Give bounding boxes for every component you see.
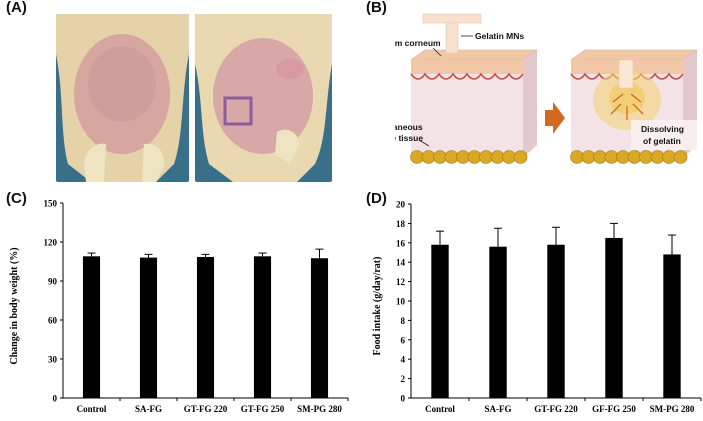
adipose-cell (513, 150, 528, 164)
x-tick-label: SM-PG 280 (650, 404, 695, 414)
y-tick-label: 150 (44, 199, 58, 209)
y-tick-label: 20 (396, 200, 406, 210)
adipose-cell (570, 150, 584, 164)
y-tick-label: 0 (401, 394, 406, 404)
adipose-cell (433, 150, 447, 164)
bar (663, 254, 681, 398)
adipose-cell (456, 150, 470, 164)
bar (82, 256, 101, 398)
adipose-cell (604, 150, 619, 164)
bar (196, 256, 215, 398)
rat-photo-after (195, 14, 332, 182)
y-tick-label: 18 (396, 219, 406, 229)
y-tick-label: 6 (401, 335, 406, 345)
y-tick-label: 10 (396, 297, 406, 307)
adipose-cell (673, 150, 688, 164)
y-axis-label: Change in body weight (%) (9, 247, 20, 364)
x-tick-label: GT-FG 220 (534, 404, 578, 414)
adipose-layer-left (410, 150, 528, 164)
label-stratum-corneum: Strantum corneum (395, 38, 441, 48)
y-tick-label: 30 (48, 355, 58, 365)
label-adipose-2: adipose tissue (395, 133, 423, 143)
dissolving-arrows (610, 93, 644, 120)
y-tick-label: 16 (396, 238, 406, 248)
transition-arrow (545, 102, 565, 134)
adipose-cell (444, 150, 459, 164)
x-tick-label: GT-FG 250 (241, 404, 285, 414)
body-weight-chart: Change in body weight (%) 0306090120150 … (9, 199, 349, 414)
label-adipose-1: Subcutaneous (395, 122, 423, 132)
label-gelatin-mns: Gelatin MNs (475, 31, 524, 41)
adipose-layer-right (570, 150, 688, 164)
microneedle-left (422, 13, 482, 24)
adipose-cell (593, 150, 607, 164)
panel-label-d: (D) (366, 190, 387, 207)
adipose-cell (616, 150, 630, 164)
x-tick-label: SA-FG (485, 404, 512, 414)
y-tick-label: 14 (396, 258, 406, 268)
y-axis-label: Food intake (g/day/rat) (372, 257, 383, 356)
adipose-cell (467, 150, 482, 164)
adipose-cell (421, 150, 436, 164)
y-tick-label: 60 (48, 316, 58, 326)
label-dissolving-2: of gelatin (643, 136, 681, 146)
adipose-cell (662, 150, 676, 164)
x-tick-label: Control (425, 404, 455, 414)
y-tick-label: 90 (48, 277, 58, 287)
y-tick-label: 0 (53, 394, 58, 404)
adipose-cell (581, 150, 596, 164)
bar (489, 246, 507, 398)
x-tick-label: GF-FG 250 (592, 404, 636, 414)
x-tick-label: GT-FG 220 (184, 404, 228, 414)
x-tick-label: SM-PG 280 (297, 404, 342, 414)
panel-label-c: (C) (6, 190, 27, 207)
label-dissolving-1: Dissolving (641, 124, 684, 134)
x-tick-label: SA-FG (135, 404, 162, 414)
bar (431, 244, 449, 398)
panel-label-a: (A) (6, 0, 27, 16)
y-tick-label: 8 (401, 316, 406, 326)
adipose-cell (479, 150, 493, 164)
bar (605, 237, 623, 398)
adipose-cell (639, 150, 653, 164)
rat-photo-before (56, 14, 189, 182)
bar (310, 258, 329, 398)
x-tick-label: Control (77, 404, 107, 414)
bar (139, 257, 158, 398)
microneedle-schematic: Strantum corneum Gelatin MNs Subcutaneou… (395, 13, 698, 164)
bar (253, 256, 272, 398)
y-tick-label: 120 (44, 238, 58, 248)
adipose-cell (627, 150, 642, 164)
skin-block-left (410, 49, 538, 158)
adipose-cell (650, 150, 665, 164)
y-tick-label: 12 (396, 277, 406, 287)
y-tick-label: 2 (401, 374, 406, 384)
adipose-cell (502, 150, 516, 164)
food-intake-chart: Food intake (g/day/rat) 0 2 4 6 8 10 12 14 16 18 2… (372, 200, 702, 414)
adipose-cell (410, 150, 424, 164)
bar (547, 244, 565, 398)
panel-label-b: (B) (366, 0, 387, 16)
adipose-cell (490, 150, 505, 164)
y-tick-label: 4 (401, 355, 406, 365)
